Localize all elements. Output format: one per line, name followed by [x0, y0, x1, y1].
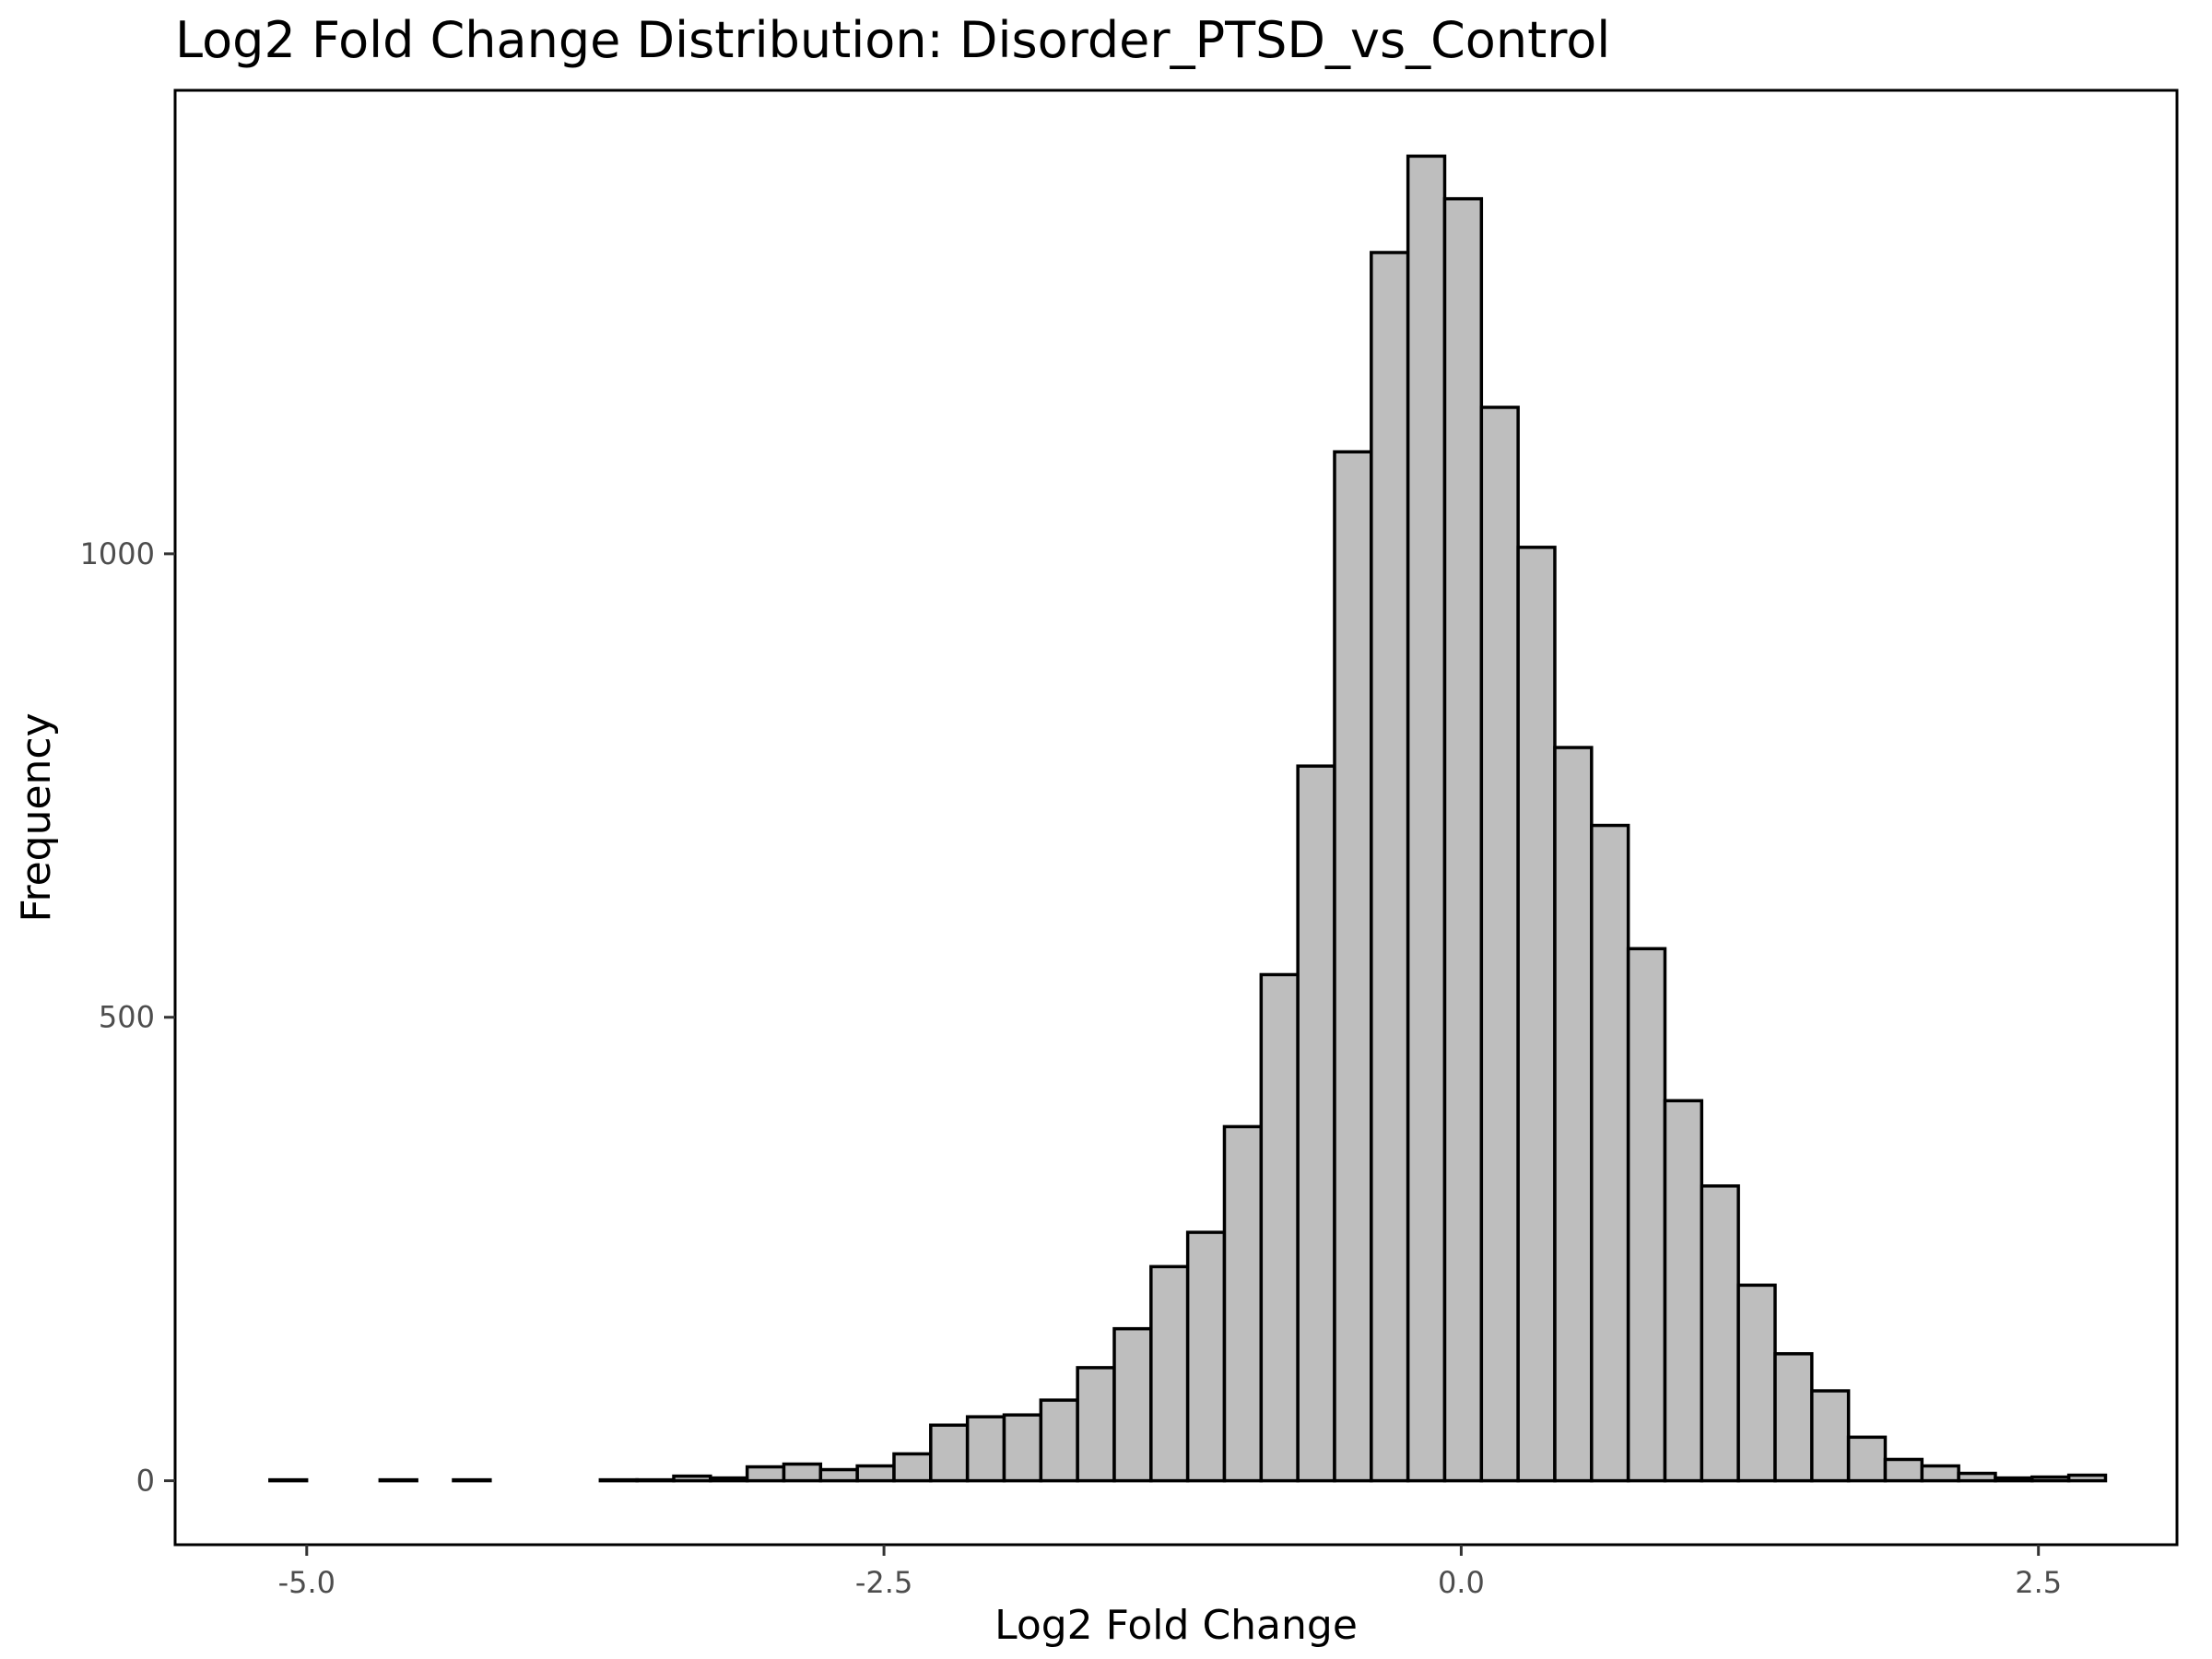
- histogram-bar: [672, 1474, 712, 1483]
- histogram-bars: [268, 154, 2108, 1483]
- histogram-bar: [1516, 546, 1557, 1483]
- histogram-bar: [1773, 1352, 1814, 1483]
- x-tick-label: -2.5: [855, 1565, 912, 1600]
- histogram-bar: [2030, 1475, 2071, 1483]
- x-tick-label: 0.0: [1438, 1565, 1485, 1600]
- histogram-bar: [378, 1477, 418, 1483]
- histogram-bar: [1736, 1283, 1777, 1483]
- histogram-bar: [1002, 1413, 1043, 1483]
- x-axis-ticks: -5.0 -2.5 0.0 2.5: [278, 1545, 2062, 1600]
- histogram-bar: [452, 1477, 492, 1483]
- histogram-bar: [1076, 1366, 1116, 1483]
- histogram-bar: [818, 1467, 859, 1483]
- histogram-bar: [1810, 1389, 1851, 1483]
- histogram-bar: [1846, 1435, 1888, 1483]
- histogram-bar: [268, 1477, 309, 1483]
- histogram-bar: [1333, 450, 1373, 1483]
- histogram-bar: [1994, 1476, 2034, 1483]
- histogram-bar: [635, 1477, 676, 1483]
- histogram-bar: [782, 1462, 823, 1483]
- histogram-bar: [1222, 1124, 1264, 1483]
- histogram-bar: [855, 1464, 896, 1483]
- histogram-bar: [709, 1476, 749, 1483]
- x-axis-title: Log2 Fold Change: [994, 1602, 1358, 1649]
- histogram-bar: [745, 1465, 786, 1483]
- histogram-bar: [1370, 251, 1410, 1483]
- histogram-bar: [929, 1423, 970, 1483]
- y-tick-label: 0: [136, 1464, 155, 1499]
- histogram-bar: [1406, 154, 1447, 1483]
- histogram-bar: [1479, 406, 1520, 1483]
- histogram-bar: [1590, 823, 1630, 1483]
- y-tick-label: 1000: [80, 536, 155, 571]
- histogram-bar: [1663, 1099, 1704, 1483]
- chart-title: Log2 Fold Change Distribution: Disorder_…: [175, 11, 1610, 69]
- histogram-bar: [1112, 1326, 1153, 1483]
- histogram-bar: [1920, 1464, 1960, 1483]
- histogram-bar: [965, 1415, 1006, 1483]
- y-axis-ticks: 0 500 1000: [80, 536, 175, 1499]
- x-tick-label: -5.0: [278, 1565, 335, 1600]
- histogram-bar: [1185, 1230, 1227, 1483]
- histogram-bar: [1296, 764, 1336, 1483]
- histogram-bar: [1700, 1184, 1740, 1483]
- y-axis-title: Frequency: [13, 712, 60, 922]
- histogram-bar: [1039, 1398, 1079, 1483]
- x-tick-label: 2.5: [2015, 1565, 2062, 1600]
- histogram-bar: [1442, 196, 1484, 1483]
- histogram-bar: [1553, 746, 1594, 1483]
- plot-panel-border: [173, 88, 2179, 1547]
- y-tick-label: 500: [99, 1000, 155, 1035]
- histogram-bar: [892, 1452, 933, 1483]
- histogram-bar: [1883, 1457, 1924, 1483]
- histogram-bar: [1626, 947, 1667, 1483]
- histogram-bar: [2066, 1473, 2108, 1483]
- histogram-bar: [1259, 972, 1300, 1483]
- histogram-bar: [598, 1477, 639, 1483]
- histogram-bar: [1149, 1265, 1190, 1483]
- histogram-bar: [1957, 1471, 1997, 1483]
